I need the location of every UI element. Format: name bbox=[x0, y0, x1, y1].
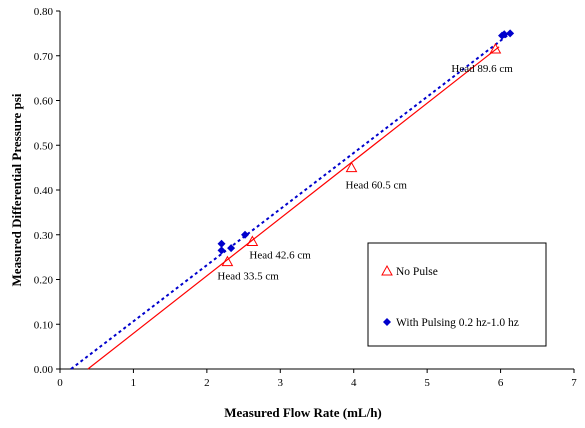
head-annotation: Head 33.5 cm bbox=[217, 271, 279, 283]
legend-box bbox=[367, 242, 547, 347]
y-axis-title: Measured Differential Pressure psi bbox=[9, 93, 24, 286]
no-pulse-triangle-marker bbox=[246, 235, 259, 246]
y-tick-label: 0.40 bbox=[34, 185, 54, 197]
no-pulse-triangle-marker bbox=[345, 161, 358, 173]
y-tick-label: 0.10 bbox=[34, 319, 54, 331]
no-pulse-triangle-marker bbox=[221, 255, 234, 267]
with-pulsing-trendline bbox=[70, 32, 511, 370]
head-annotation: Head 89.6 cm bbox=[451, 63, 513, 75]
x-tick-label: 1 bbox=[131, 377, 137, 389]
with-pulsing-diamond-marker bbox=[241, 230, 250, 239]
x-tick-label: 6 bbox=[498, 377, 504, 389]
x-tick-label: 4 bbox=[351, 377, 357, 389]
with-pulsing-diamond-marker bbox=[217, 246, 226, 255]
legend-with-pulsing-diamond-icon bbox=[383, 318, 391, 326]
legend-with-pulsing-label: With Pulsing 0.2 hz-1.0 hz bbox=[396, 317, 519, 329]
with-pulsing-diamond-marker bbox=[500, 30, 509, 39]
head-annotation: Head 60.5 cm bbox=[346, 180, 408, 192]
x-tick-label: 2 bbox=[204, 377, 210, 389]
head-annotation: Head 42.6 cm bbox=[249, 249, 311, 261]
y-tick-label: 0.30 bbox=[34, 230, 54, 242]
with-pulsing-diamond-marker bbox=[217, 239, 226, 248]
y-tick-label: 0.80 bbox=[34, 6, 54, 18]
with-pulsing-diamond-marker bbox=[506, 29, 515, 38]
with-pulsing-diamond-marker bbox=[227, 244, 236, 253]
y-tick-label: 0.70 bbox=[34, 51, 54, 63]
x-tick-label: 3 bbox=[278, 377, 284, 389]
x-tick-label: 5 bbox=[424, 377, 430, 389]
y-tick-label: 0.60 bbox=[34, 96, 54, 108]
y-tick-label: 0.20 bbox=[34, 275, 54, 287]
data-markers bbox=[217, 29, 515, 267]
y-tick-label: 0.00 bbox=[34, 364, 54, 376]
y-axis-ticks: 0.00 0.10 0.20 0.30 0.40 0.50 0.60 0.70 0.80 bbox=[34, 6, 60, 376]
x-axis-ticks: 0 1 2 3 4 5 6 7 bbox=[57, 369, 577, 389]
x-axis-title: Measured Flow Rate (mL/h) bbox=[224, 405, 382, 420]
legend: No Pulse With Pulsing 0.2 hz-1.0 hz bbox=[367, 242, 547, 347]
no-pulse-trendline bbox=[87, 46, 500, 370]
x-tick-label: 7 bbox=[571, 377, 577, 389]
y-tick-label: 0.50 bbox=[34, 140, 54, 152]
trendlines bbox=[70, 32, 511, 370]
legend-no-pulse-triangle-icon bbox=[381, 264, 393, 276]
point-annotations: Head 33.5 cm Head 42.6 cm Head 60.5 cm Head… bbox=[217, 63, 513, 283]
legend-no-pulse-label: No Pulse bbox=[396, 266, 438, 278]
x-tick-label: 0 bbox=[57, 377, 63, 389]
no-pulse-triangle-marker bbox=[489, 43, 502, 54]
